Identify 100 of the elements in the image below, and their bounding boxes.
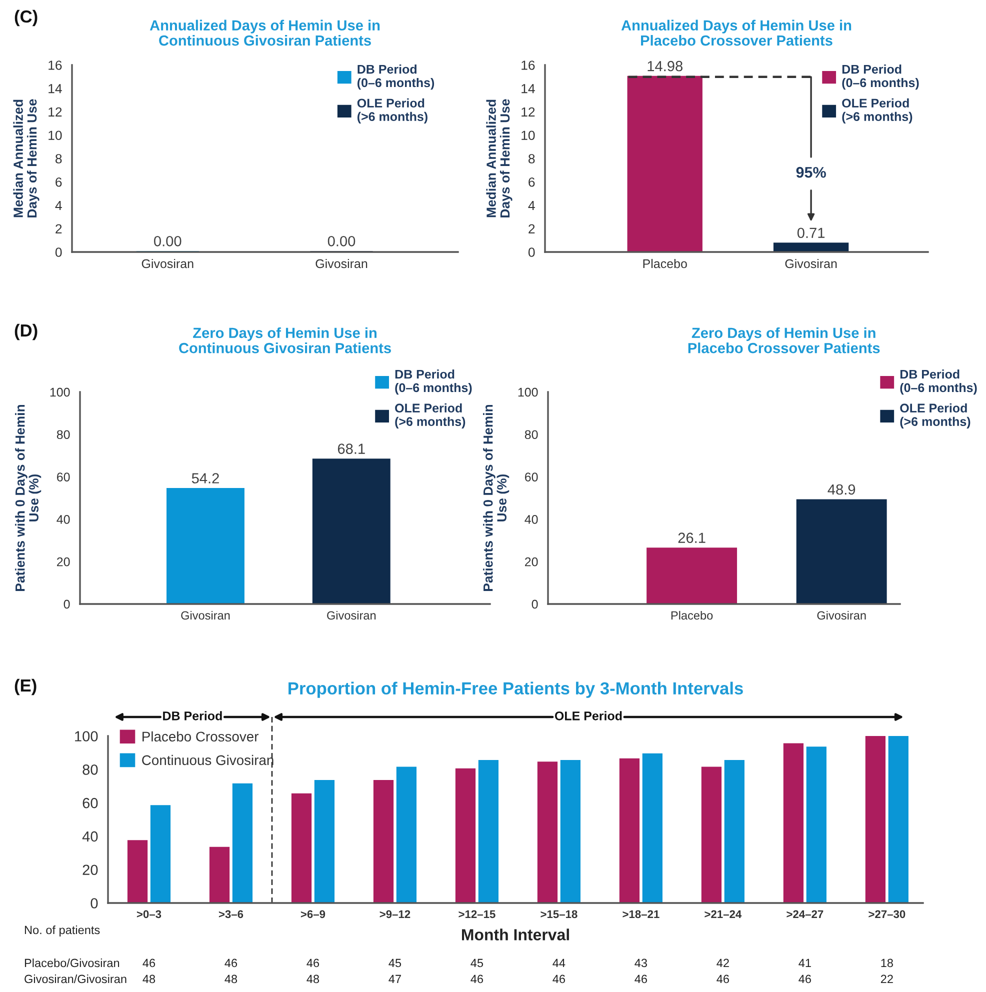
text: 43: [634, 958, 647, 968]
y-tick-label: 0: [55, 248, 62, 257]
y-axis-title: Patients with 0 Days of Hemin Use (%): [15, 404, 42, 591]
y-tick-label: 60: [82, 798, 98, 808]
x-tick-label: Givosiran: [316, 258, 368, 268]
data-label: 14.98: [648, 60, 682, 72]
y-tick-label: 40: [56, 515, 70, 524]
text: 48: [142, 974, 156, 984]
text: 48: [306, 974, 320, 984]
text: 41: [798, 958, 811, 968]
text: 44: [552, 958, 566, 968]
x-tick-label: Givosiran: [785, 258, 837, 268]
y-axis-title: Median Annualized Days of Hemin Use: [486, 99, 512, 218]
text: 46: [552, 974, 566, 984]
y-tick-label: 2: [528, 224, 535, 234]
y-tick-label: 100: [50, 388, 70, 397]
text: 46: [798, 974, 811, 984]
y-tick-label: 20: [82, 864, 98, 876]
x-tick-label: >0–3: [136, 910, 162, 918]
legend-label: OLE Period (>6 months): [900, 403, 970, 428]
y-tick-label: 4: [528, 200, 535, 210]
y-tick-label: 40: [524, 515, 538, 524]
legend-label: OLE Period (>6 months): [395, 403, 466, 428]
data-label: 0.00: [328, 236, 356, 246]
y-tick-label: 80: [524, 430, 538, 440]
text: 46: [142, 958, 156, 968]
data-label: 48.9: [828, 484, 856, 495]
text: 46: [470, 974, 484, 984]
y-tick-label: 6: [56, 177, 62, 187]
chart-title: Proportion of Hemin-Free Patients by 3-Month Intervals: [288, 682, 743, 698]
x-tick-label: Placebo: [643, 258, 687, 268]
legend-label: DB Period (0–6 months): [900, 369, 977, 395]
legend-label: OLE Period (>6 months): [842, 98, 912, 124]
x-tick-label: >12–15: [458, 910, 496, 918]
y-tick-label: 20: [57, 557, 70, 566]
chart-title: Annualized Days of Hemin Use in Placebo Crossover Patients: [621, 20, 852, 46]
x-tick-label: Givosiran: [142, 258, 194, 268]
x-tick-label: Givosiran: [817, 610, 866, 620]
text: 47: [388, 974, 401, 984]
y-tick-label: 10: [48, 130, 62, 140]
text: Givosiran/Givosiran: [24, 974, 126, 984]
x-tick-label: >9–12: [380, 910, 410, 918]
data-label: 0.71: [797, 228, 825, 238]
chart-title: Zero Days of Hemin Use in Placebo Crossover Patients: [688, 327, 880, 354]
x-tick-label: >27–30: [868, 910, 906, 918]
x-axis-title: Month Interval: [462, 928, 569, 940]
x-tick-label: Givosiran: [181, 610, 230, 620]
text: 42: [716, 958, 729, 968]
legend-label: OLE Period (>6 months): [357, 98, 428, 124]
y-tick-label: 8: [56, 154, 62, 164]
y-tick-label: 16: [522, 60, 535, 70]
x-tick-label: >15–18: [540, 910, 578, 918]
y-tick-label: 2: [56, 224, 62, 234]
annotation: 95%: [796, 166, 826, 178]
y-tick-label: 60: [57, 472, 70, 482]
y-tick-label: 16: [48, 60, 62, 70]
y-tick-label: 14: [48, 84, 62, 94]
y-tick-label: 12: [522, 107, 535, 117]
text: (D): [14, 324, 38, 340]
text: (C): [14, 10, 38, 26]
text: 45: [470, 958, 484, 968]
legend-label: Placebo Crossover: [142, 731, 258, 742]
y-tick-label: 0: [90, 898, 98, 908]
y-tick-label: 0: [528, 248, 535, 257]
text: 48: [224, 974, 238, 984]
chart-title: Zero Days of Hemin Use in Continuous Givosiran Patients: [179, 327, 391, 354]
text: 22: [880, 974, 893, 984]
text: 45: [388, 958, 402, 968]
legend-label: DB Period (0–6 months): [357, 64, 434, 90]
legend-label: DB Period (0–6 months): [395, 369, 472, 395]
y-tick-label: 20: [525, 557, 538, 566]
text: DB Period: [163, 711, 222, 720]
x-tick-label: >24–27: [786, 910, 824, 918]
data-label: 0.00: [154, 236, 182, 246]
y-tick-label: 4: [55, 200, 62, 210]
y-tick-label: 8: [528, 154, 535, 164]
data-label: 26.1: [678, 532, 706, 544]
x-tick-label: Placebo: [671, 610, 713, 620]
x-tick-label: >3–6: [218, 910, 244, 918]
y-tick-label: 0: [64, 600, 70, 609]
x-tick-label: Givosiran: [327, 610, 376, 620]
text: 18: [881, 958, 893, 968]
y-axis-title: Median Annualized Days of Hemin Use: [13, 99, 40, 218]
y-tick-label: 80: [56, 430, 70, 440]
y-tick-label: 100: [518, 388, 538, 397]
text: Placebo/Givosiran: [24, 958, 120, 968]
y-tick-label: 40: [82, 831, 98, 842]
y-tick-label: 6: [528, 177, 535, 187]
y-tick-label: 100: [75, 731, 98, 742]
y-tick-label: 0: [532, 600, 538, 609]
chart-title: Annualized Days of Hemin Use in Continuous Givosiran Patients: [150, 20, 380, 46]
data-label: 54.2: [192, 473, 219, 484]
text: 46: [224, 958, 238, 968]
y-tick-label: 10: [522, 130, 535, 140]
data-label: 68.1: [338, 444, 365, 454]
text: OLE Period: [554, 711, 622, 720]
y-tick-label: 80: [82, 764, 98, 775]
legend-label: Continuous Givosiran: [142, 754, 274, 766]
text: (E): [14, 678, 36, 696]
legend-label: DB Period (0–6 months): [842, 64, 919, 90]
